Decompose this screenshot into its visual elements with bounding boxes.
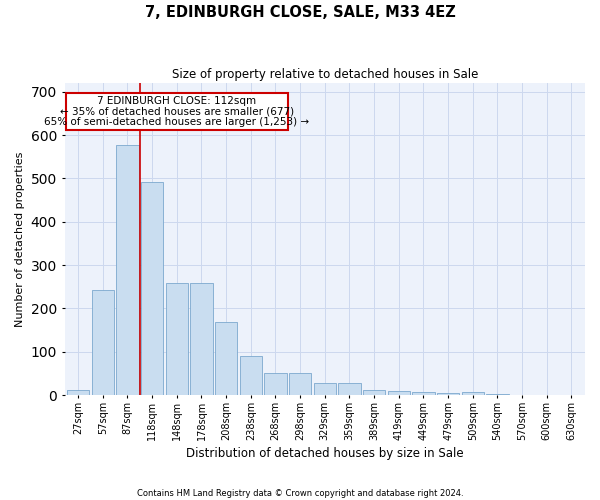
Title: Size of property relative to detached houses in Sale: Size of property relative to detached ho… xyxy=(172,68,478,80)
Bar xyxy=(215,322,237,395)
Text: 7, EDINBURGH CLOSE, SALE, M33 4EZ: 7, EDINBURGH CLOSE, SALE, M33 4EZ xyxy=(145,5,455,20)
FancyBboxPatch shape xyxy=(66,92,288,130)
Bar xyxy=(239,356,262,395)
Bar xyxy=(166,284,188,395)
Bar xyxy=(437,393,459,395)
Bar xyxy=(265,372,287,395)
Bar xyxy=(461,392,484,395)
Text: ← 35% of detached houses are smaller (677): ← 35% of detached houses are smaller (67… xyxy=(60,106,294,117)
Bar xyxy=(314,384,336,395)
Bar xyxy=(363,390,385,395)
Bar xyxy=(141,182,163,395)
Bar xyxy=(289,372,311,395)
Text: 65% of semi-detached houses are larger (1,253) →: 65% of semi-detached houses are larger (… xyxy=(44,117,310,127)
Bar xyxy=(67,390,89,395)
Text: Contains HM Land Registry data © Crown copyright and database right 2024.: Contains HM Land Registry data © Crown c… xyxy=(137,488,463,498)
Y-axis label: Number of detached properties: Number of detached properties xyxy=(15,152,25,327)
Bar xyxy=(116,145,139,395)
Bar xyxy=(92,290,114,395)
Bar xyxy=(487,394,509,395)
Text: 7 EDINBURGH CLOSE: 112sqm: 7 EDINBURGH CLOSE: 112sqm xyxy=(97,96,256,106)
Bar xyxy=(412,392,434,395)
Bar xyxy=(338,384,361,395)
X-axis label: Distribution of detached houses by size in Sale: Distribution of detached houses by size … xyxy=(186,447,464,460)
Bar xyxy=(190,284,212,395)
Bar xyxy=(388,391,410,395)
